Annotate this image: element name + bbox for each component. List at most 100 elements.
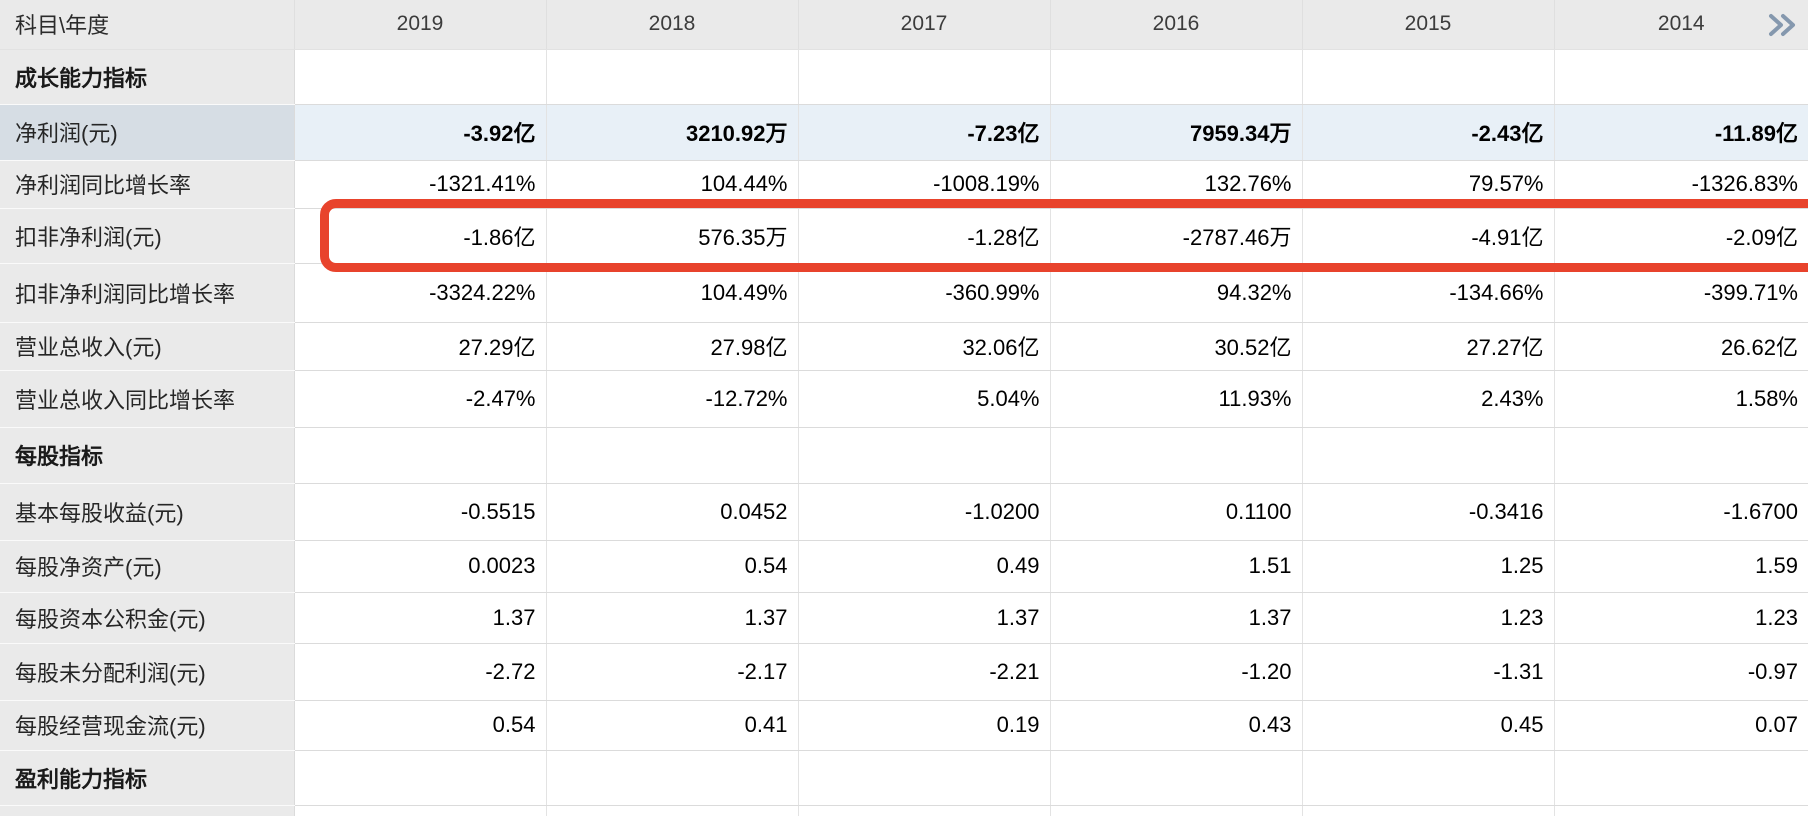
value-cell <box>1302 49 1555 105</box>
value-cell: 30.52亿 <box>1050 322 1303 371</box>
value-cell: 0.49 <box>798 540 1051 593</box>
value-cell: 1.37 <box>546 592 799 644</box>
row-label: 盈利能力指标 <box>0 750 295 806</box>
value-cell: 0.54 <box>294 700 547 751</box>
value-cell: 0.54 <box>546 540 799 593</box>
value-cell: 0.07 <box>1554 700 1808 751</box>
value-cell <box>294 750 547 806</box>
value-cell <box>1050 805 1303 816</box>
table-row-deducted-net-profit: 扣非净利润(元) -1.86亿 576.35万 -1.28亿 -2787.46万… <box>0 208 1808 264</box>
table-row-capital-reserve-per-share: 每股资本公积金(元) 1.37 1.37 1.37 1.37 1.23 1.23 <box>0 592 1808 644</box>
year-header-2014: 2014 <box>1554 0 1808 50</box>
value-cell: 11.93% <box>1050 370 1303 428</box>
value-cell: 104.49% <box>546 263 799 323</box>
value-cell: -1.20 <box>1050 643 1303 701</box>
value-cell <box>1050 49 1303 105</box>
value-cell: -2.47% <box>294 370 547 428</box>
row-label: 每股资本公积金(元) <box>0 592 295 644</box>
value-cell: -134.66% <box>1302 263 1555 323</box>
double-chevron-right-icon <box>1769 14 1795 36</box>
table-row-total-revenue-growth: 营业总收入同比增长率 -2.47% -12.72% 5.04% 11.93% 2… <box>0 370 1808 428</box>
value-cell: 2.43% <box>1302 370 1555 428</box>
value-cell: 1.23 <box>1554 592 1808 644</box>
year-header-2018: 2018 <box>546 0 799 50</box>
value-cell <box>546 49 799 105</box>
value-cell: -2.09亿 <box>1554 208 1808 264</box>
value-cell <box>1554 805 1808 816</box>
value-cell: 1.37 <box>798 592 1051 644</box>
value-cell: -1.86亿 <box>294 208 547 264</box>
value-cell: 104.44% <box>546 160 799 209</box>
value-cell: 1.23 <box>1302 592 1555 644</box>
value-cell: -0.5515 <box>294 483 547 541</box>
value-cell <box>1302 427 1555 484</box>
value-cell: 0.41 <box>546 700 799 751</box>
value-cell <box>294 49 547 105</box>
table-row-net-profit: 净利润(元) -3.92亿 3210.92万 -7.23亿 7959.34万 -… <box>0 104 1808 161</box>
table-row-net-assets-per-share: 每股净资产(元) 0.0023 0.54 0.49 1.51 1.25 1.59 <box>0 540 1808 593</box>
value-cell: 32.06亿 <box>798 322 1051 371</box>
value-cell: 79.57% <box>1302 160 1555 209</box>
value-cell: -1.0200 <box>798 483 1051 541</box>
row-label: 营业总收入同比增长率 <box>0 370 295 428</box>
value-cell: 94.32% <box>1050 263 1303 323</box>
value-cell <box>294 427 547 484</box>
value-cell <box>798 750 1051 806</box>
value-cell: -360.99% <box>798 263 1051 323</box>
value-cell: -3.92亿 <box>294 104 547 161</box>
value-cell: 1.59 <box>1554 540 1808 593</box>
value-cell: 5.04% <box>798 370 1051 428</box>
value-cell <box>294 805 547 816</box>
value-cell: -1008.19% <box>798 160 1051 209</box>
value-cell <box>1554 750 1808 806</box>
value-cell: 27.27亿 <box>1302 322 1555 371</box>
value-cell: -399.71% <box>1554 263 1808 323</box>
value-cell: -2.72 <box>294 643 547 701</box>
value-cell <box>1554 427 1808 484</box>
value-cell: 27.29亿 <box>294 322 547 371</box>
value-cell: -0.97 <box>1554 643 1808 701</box>
row-label: 净利润(元) <box>0 104 295 161</box>
value-cell <box>1554 49 1808 105</box>
table-header-row: 科目\年度 2019 2018 2017 2016 2015 2014 <box>0 0 1808 50</box>
value-cell: 7959.34万 <box>1050 104 1303 161</box>
year-header-2019: 2019 <box>294 0 547 50</box>
value-cell: 27.98亿 <box>546 322 799 371</box>
row-label: 每股净资产(元) <box>0 540 295 593</box>
value-cell: -1326.83% <box>1554 160 1808 209</box>
value-cell <box>1050 750 1303 806</box>
value-cell: 0.19 <box>798 700 1051 751</box>
table-row-partial <box>0 805 1808 816</box>
row-label: 净利润同比增长率 <box>0 160 295 209</box>
value-cell: 0.0452 <box>546 483 799 541</box>
value-cell <box>546 750 799 806</box>
more-years-button[interactable] <box>1766 12 1798 38</box>
value-cell: -12.72% <box>546 370 799 428</box>
row-label: 营业总收入(元) <box>0 322 295 371</box>
value-cell <box>546 427 799 484</box>
value-cell: 0.43 <box>1050 700 1303 751</box>
table-row-per-share-section: 每股指标 <box>0 427 1808 484</box>
table-row-deducted-net-profit-growth: 扣非净利润同比增长率 -3324.22% 104.49% -360.99% 94… <box>0 263 1808 323</box>
table-row-basic-eps: 基本每股收益(元) -0.5515 0.0452 -1.0200 0.1100 … <box>0 483 1808 541</box>
table-row-profitability-section: 盈利能力指标 <box>0 750 1808 806</box>
row-label: 扣非净利润同比增长率 <box>0 263 295 323</box>
value-cell <box>798 49 1051 105</box>
value-cell: -3324.22% <box>294 263 547 323</box>
table-row-undistributed-profit-per-share: 每股未分配利润(元) -2.72 -2.17 -2.21 -1.20 -1.31… <box>0 643 1808 701</box>
value-cell: -1.31 <box>1302 643 1555 701</box>
value-cell: -1.28亿 <box>798 208 1051 264</box>
row-label: 基本每股收益(元) <box>0 483 295 541</box>
value-cell: -2.21 <box>798 643 1051 701</box>
row-label: 每股未分配利润(元) <box>0 643 295 701</box>
value-cell: 576.35万 <box>546 208 799 264</box>
value-cell <box>546 805 799 816</box>
value-cell: -1321.41% <box>294 160 547 209</box>
year-header-2017: 2017 <box>798 0 1051 50</box>
value-cell: 1.51 <box>1050 540 1303 593</box>
row-label: 每股指标 <box>0 427 295 484</box>
value-cell: 1.25 <box>1302 540 1555 593</box>
value-cell: -1.6700 <box>1554 483 1808 541</box>
row-label <box>0 805 295 816</box>
